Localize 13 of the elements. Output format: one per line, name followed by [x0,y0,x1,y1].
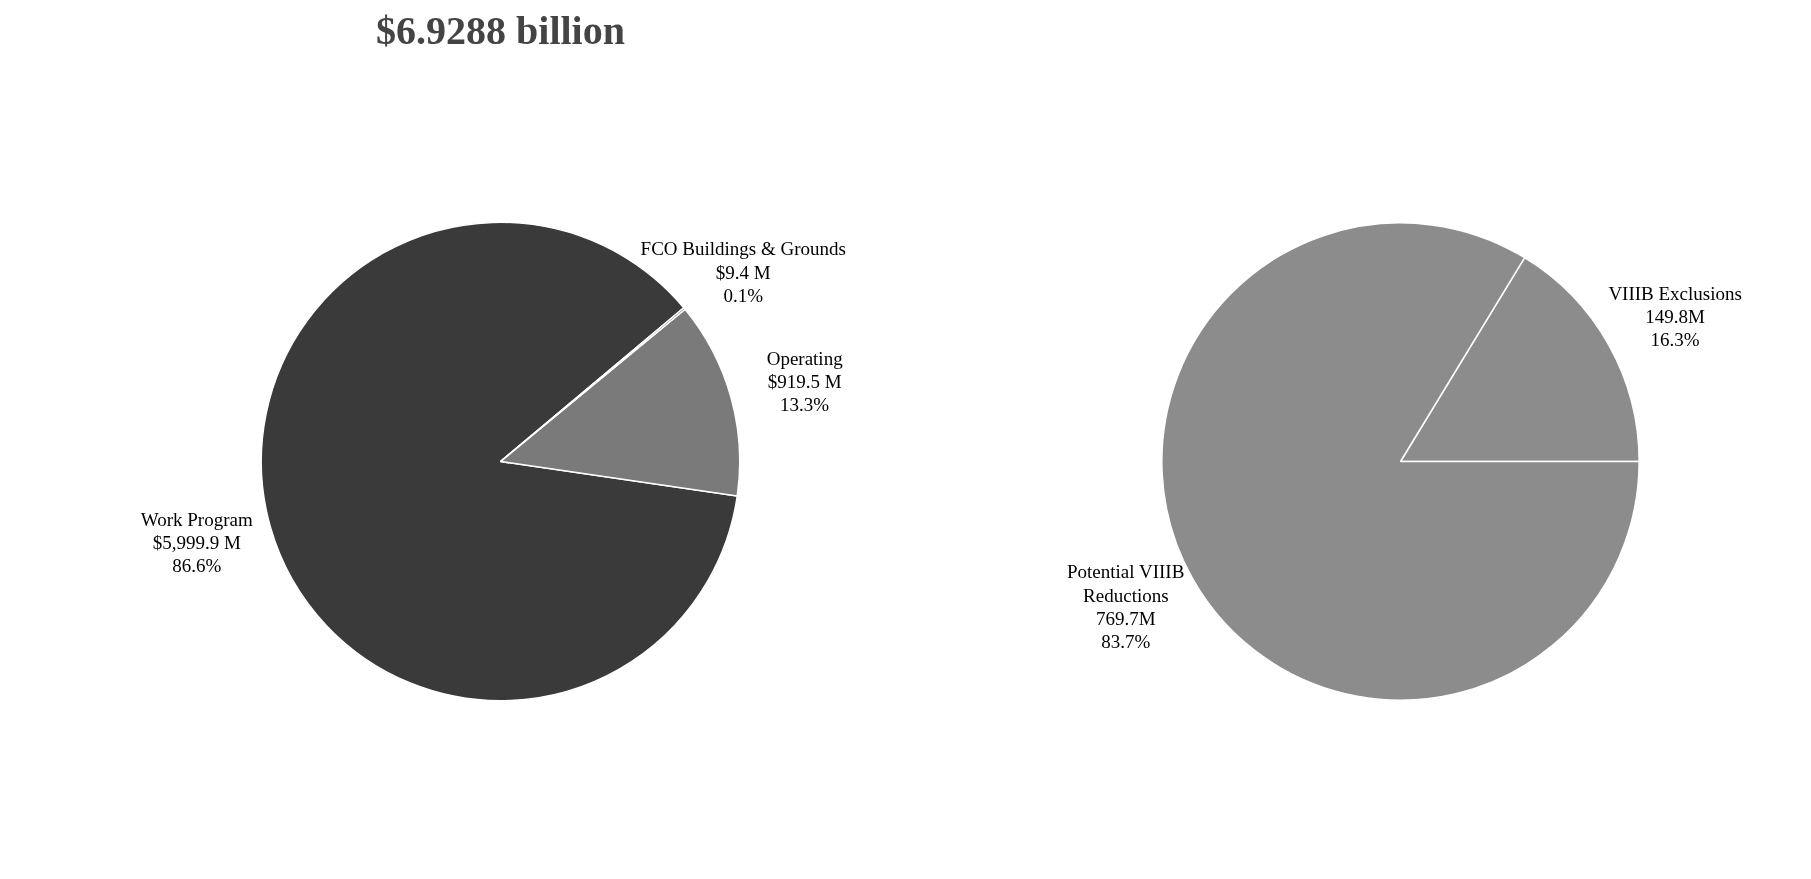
slice-label: Operating [766,348,844,370]
chart-title: $6.9288 billion [376,7,625,53]
data-label: 149.8M [1645,305,1706,327]
slice-label: Work Program [140,508,253,530]
data-label: $9.4 M 0.1% [715,261,771,306]
data-label: 769.7M [1096,607,1156,629]
data-label: $5,999.9 M 86.6% [152,532,241,577]
slice-label: VIIIB Exclusions [1608,282,1742,304]
data-label: $919.5 M 13.3% [767,371,842,416]
text: 16.3% [1650,329,1700,350]
text: 83.7% [1101,630,1151,652]
slice-label: Potential VIIIB Reductions [1067,561,1185,606]
slice-label: FCO Buildings & Grounds [640,238,846,260]
